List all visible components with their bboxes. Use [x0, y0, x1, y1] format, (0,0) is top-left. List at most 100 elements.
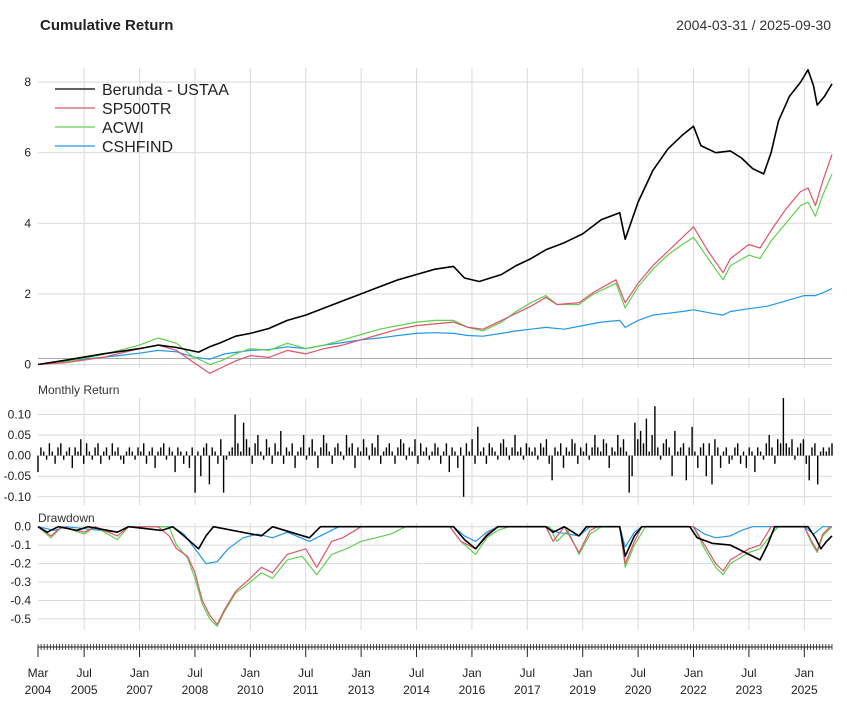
time-axis-year-label: 2023: [736, 683, 763, 697]
monthly-return-bar: [200, 455, 202, 477]
monthly-return-bar: [54, 455, 56, 464]
monthly-return-bar: [728, 455, 730, 464]
monthly-return-bar: [428, 455, 430, 460]
time-axis-month-label: Jul: [409, 666, 424, 680]
monthly-return-bar: [651, 435, 653, 456]
monthly-return-bar: [302, 435, 305, 456]
monthly-return-bar: [797, 447, 799, 456]
monthly-return-bar: [362, 439, 365, 456]
time-axis-month-label: Jul: [741, 666, 756, 680]
monthly-return-bar: [691, 426, 693, 456]
monthly-return-bar: [77, 451, 79, 456]
series-line-sp500tr: [37, 526, 832, 626]
monthly-return-bar: [180, 451, 182, 456]
monthly-return-bar: [654, 406, 656, 456]
monthly-return-bar: [382, 451, 385, 456]
monthly-return-bar: [177, 447, 179, 456]
monthly-return-bar: [345, 435, 348, 456]
monthly-return-bar: [574, 443, 576, 456]
monthly-return-bar: [320, 447, 322, 456]
monthly-return-bar: [65, 451, 68, 456]
monthly-return-bar: [491, 447, 493, 456]
chart-title: Cumulative Return: [40, 17, 173, 34]
monthly-return-bar: [420, 443, 422, 456]
monthly-return-bar: [628, 455, 630, 493]
monthly-return-bar: [291, 443, 293, 456]
monthly-return-bar: [322, 435, 325, 456]
y-tick-label: -0.1: [10, 538, 31, 552]
monthly-return-bar: [480, 451, 482, 456]
monthly-return-bar: [134, 455, 136, 460]
drawdown-panel: Drawdown 0.0 -0.1 -0.2 -0.3 -0.4 -0.5: [10, 511, 833, 630]
monthly-return-bar: [614, 451, 616, 456]
time-axis-year-label: 2007: [126, 683, 153, 697]
monthly-return-bar: [808, 455, 810, 481]
monthly-return-bar: [611, 447, 613, 456]
monthly-return-bar: [577, 455, 579, 464]
monthly-return-bar: [217, 455, 219, 464]
monthly-return-bar: [482, 447, 485, 456]
time-axis-month-label: Jul: [630, 666, 645, 680]
monthly-return-bar: [294, 455, 296, 468]
monthly-return-bar: [400, 439, 402, 456]
monthly-return-bar: [522, 455, 525, 460]
drawdown-y-axis: 0.0 -0.1 -0.2 -0.3 -0.4 -0.5: [10, 520, 31, 626]
monthly-return-bar: [460, 447, 462, 456]
y-tick-label: 2: [24, 287, 31, 301]
monthly-return-bar: [825, 451, 827, 456]
series-line-cshfind: [37, 288, 833, 366]
y-tick-label: -0.3: [10, 575, 31, 589]
monthly-return-bars: [37, 398, 833, 497]
y-tick-label: -0.05: [4, 469, 32, 483]
monthly-return-bar: [659, 455, 662, 460]
y-tick-label: 0.0: [14, 520, 31, 534]
monthly-return-bar: [465, 443, 468, 456]
monthly-return-bar: [334, 447, 336, 456]
monthly-return-bar: [351, 443, 353, 456]
monthly-return-bar: [591, 447, 593, 456]
monthly-return-bar: [191, 447, 193, 456]
monthly-return-bar: [265, 439, 268, 456]
monthly-y-axis: 0.10 0.05 0.00 -0.05 -0.10: [4, 407, 32, 503]
time-axis: Mar 2004 Jul 2005 Jan 2007 Jul 2008 Jan 2010 Jul 20…: [25, 644, 833, 697]
monthly-return-bar: [262, 455, 265, 460]
y-tick-label: -0.10: [4, 490, 32, 504]
monthly-return-bar: [699, 447, 702, 456]
monthly-return-bar: [337, 443, 339, 456]
monthly-return-bar: [234, 414, 236, 456]
monthly-return-bar: [371, 443, 373, 456]
monthly-return-bar: [811, 447, 813, 456]
monthly-return-bar: [183, 455, 185, 464]
monthly-return-bar: [174, 455, 176, 473]
time-axis-year-label: 2008: [182, 683, 209, 697]
monthly-return-bar: [714, 439, 716, 456]
monthly-return-bar: [251, 455, 253, 464]
time-axis-year-label: 2017: [514, 683, 541, 697]
monthly-return-bar: [442, 451, 445, 456]
monthly-return-bar: [534, 447, 536, 456]
monthly-return-bar: [237, 443, 239, 456]
monthly-return-bar: [425, 447, 428, 456]
monthly-return-bar: [662, 443, 665, 456]
time-axis-year-label: 2010: [237, 683, 264, 697]
monthly-return-bar: [488, 443, 490, 456]
monthly-return-bar: [679, 447, 682, 456]
monthly-return-bar: [739, 455, 742, 464]
monthly-return-bar: [600, 451, 602, 456]
monthly-return-bar: [68, 447, 71, 456]
monthly-return-bar: [725, 447, 727, 456]
monthly-return-bar: [745, 455, 747, 468]
time-axis-month-label: Jan: [462, 666, 481, 680]
monthly-return-bar: [582, 451, 585, 456]
monthly-return-bar: [48, 443, 51, 456]
monthly-return-bar: [317, 455, 319, 468]
monthly-return-bar: [305, 455, 308, 460]
date-range-label: 2004-03-31 / 2025-09-30: [676, 17, 831, 33]
legend-label-sp500tr: SP500TR: [102, 101, 171, 118]
monthly-return-bar: [631, 455, 633, 477]
monthly-return-bar: [494, 451, 496, 456]
cumulative-grid: [38, 68, 832, 368]
monthly-return-bar: [137, 447, 139, 456]
monthly-return-bar: [74, 447, 76, 456]
time-axis-month-label: Jan: [241, 666, 260, 680]
